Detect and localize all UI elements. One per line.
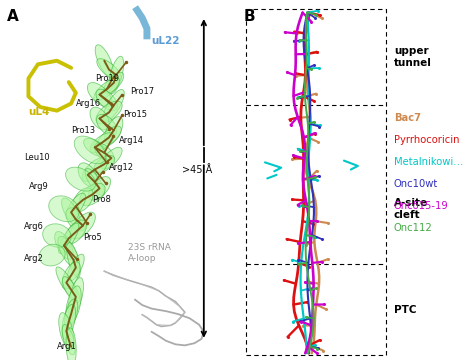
Ellipse shape — [58, 236, 80, 269]
Ellipse shape — [90, 133, 114, 153]
Ellipse shape — [83, 138, 106, 157]
Ellipse shape — [96, 101, 122, 124]
Ellipse shape — [105, 116, 123, 144]
Ellipse shape — [82, 158, 108, 182]
Ellipse shape — [59, 313, 74, 349]
Ellipse shape — [85, 169, 104, 195]
Text: Onc112: Onc112 — [394, 223, 433, 233]
Ellipse shape — [62, 304, 75, 339]
Text: Pro5: Pro5 — [83, 233, 102, 242]
Text: A: A — [7, 9, 19, 24]
Ellipse shape — [109, 56, 124, 94]
Ellipse shape — [78, 163, 97, 187]
Ellipse shape — [59, 223, 79, 254]
Ellipse shape — [62, 198, 81, 227]
Ellipse shape — [66, 328, 76, 364]
Text: A-site
cleft: A-site cleft — [394, 198, 428, 219]
Ellipse shape — [56, 267, 77, 298]
Text: Oncδ15-19: Oncδ15-19 — [394, 201, 448, 211]
Text: Arg9: Arg9 — [28, 182, 48, 191]
Ellipse shape — [62, 262, 80, 289]
Text: >45 Å: >45 Å — [182, 165, 213, 174]
Text: uL22: uL22 — [152, 36, 180, 46]
Text: Pro19: Pro19 — [95, 74, 119, 83]
Text: uL4: uL4 — [28, 107, 50, 118]
Text: B: B — [244, 9, 255, 24]
Ellipse shape — [63, 277, 80, 303]
Ellipse shape — [74, 136, 106, 164]
Ellipse shape — [67, 254, 84, 281]
Ellipse shape — [66, 208, 86, 231]
Ellipse shape — [103, 90, 124, 121]
Text: Arg1: Arg1 — [57, 341, 77, 351]
Ellipse shape — [80, 183, 105, 206]
Ellipse shape — [87, 83, 112, 107]
Ellipse shape — [64, 299, 78, 329]
Ellipse shape — [104, 72, 124, 94]
Ellipse shape — [66, 286, 81, 324]
Text: Leu10: Leu10 — [24, 153, 49, 162]
Text: Pro8: Pro8 — [92, 195, 111, 203]
Ellipse shape — [97, 114, 117, 135]
Ellipse shape — [66, 193, 85, 219]
Ellipse shape — [97, 59, 121, 80]
Text: 23S rRNA
A-loop: 23S rRNA A-loop — [128, 243, 171, 264]
Ellipse shape — [100, 147, 122, 169]
Ellipse shape — [49, 196, 79, 222]
Text: Arg2: Arg2 — [24, 254, 44, 263]
Ellipse shape — [94, 78, 119, 100]
Text: Pyrrhocoricin: Pyrrhocoricin — [394, 135, 459, 145]
Text: Onc10wt: Onc10wt — [394, 179, 438, 189]
Ellipse shape — [62, 324, 75, 355]
Text: Pro13: Pro13 — [71, 126, 95, 135]
Ellipse shape — [71, 212, 95, 239]
Text: Pro17: Pro17 — [130, 87, 155, 95]
Ellipse shape — [55, 232, 73, 260]
Ellipse shape — [65, 167, 96, 191]
Ellipse shape — [94, 143, 114, 163]
Text: Bac7: Bac7 — [394, 113, 421, 123]
Text: Arg6: Arg6 — [24, 222, 44, 231]
Text: Arg14: Arg14 — [118, 136, 144, 146]
Ellipse shape — [97, 126, 121, 149]
Text: Arg16: Arg16 — [76, 99, 101, 108]
Ellipse shape — [68, 278, 83, 316]
Text: Arg12: Arg12 — [109, 163, 134, 172]
Ellipse shape — [73, 188, 93, 212]
Ellipse shape — [95, 45, 113, 77]
Text: PTC: PTC — [394, 305, 416, 316]
Ellipse shape — [96, 89, 118, 111]
Ellipse shape — [66, 242, 81, 277]
Ellipse shape — [43, 224, 71, 247]
Text: Metalnikowi…: Metalnikowi… — [394, 157, 463, 167]
Ellipse shape — [89, 177, 110, 200]
Ellipse shape — [94, 155, 115, 173]
Ellipse shape — [90, 107, 109, 130]
Ellipse shape — [65, 220, 86, 244]
Text: upper
tunnel: upper tunnel — [394, 46, 432, 68]
Text: Pro15: Pro15 — [123, 110, 147, 119]
Ellipse shape — [39, 244, 65, 266]
